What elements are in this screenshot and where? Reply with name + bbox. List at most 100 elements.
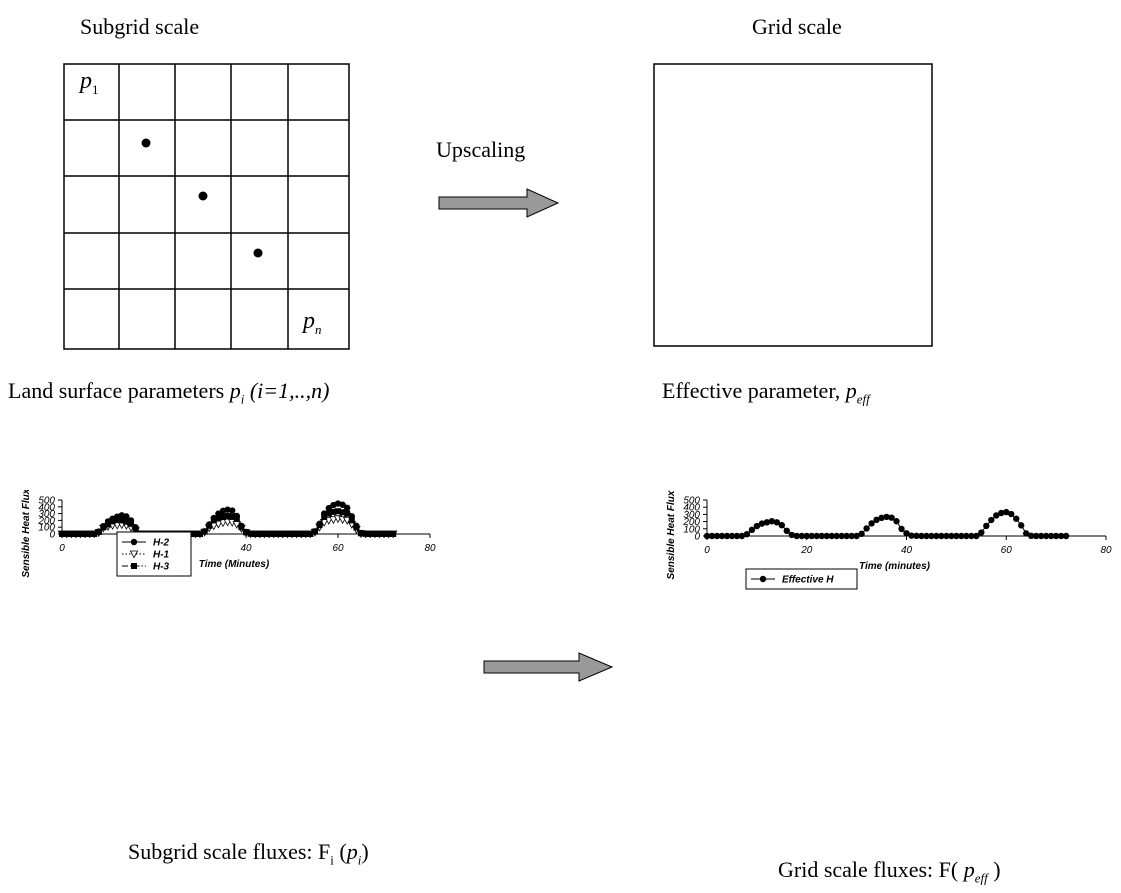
data-point [1027,532,1035,540]
data-point [114,517,121,524]
data-point [1057,532,1065,540]
data-point [1037,532,1045,540]
y-tick-label: 0 [694,532,700,543]
data-point [998,509,1005,517]
data-point [888,514,895,521]
land-caption-idx: (i=1,..,n) [244,378,330,403]
data-point [803,532,810,540]
legend-label: H-3 [153,562,170,573]
data-point [279,531,286,537]
data-point [371,531,378,537]
data-point [229,513,236,520]
data-point [993,512,1000,519]
data-point [773,519,781,526]
upscaling-label: Upscaling [436,137,526,162]
data-point [853,532,860,540]
grid-fluxes-caption: Grid scale fluxes: F( peff ) [778,857,1001,886]
data-point [718,532,726,540]
data-point [206,522,213,529]
p1-sub: 1 [92,81,99,97]
data-point [813,532,820,540]
p1-label: p1 [80,68,99,98]
data-point [329,516,338,525]
x-tick-label: 60 [332,543,344,554]
data-point [873,516,880,523]
data-point [958,532,965,540]
data-point [63,531,70,537]
data-point [86,531,93,537]
data-point [220,514,226,520]
data-point [968,532,975,540]
legend: H-2H-1H-3 [116,531,192,577]
data-point [713,532,721,540]
data-point [270,531,277,537]
data-point [818,532,825,540]
x-tick-label: 0 [704,545,710,556]
data-point [210,517,217,524]
data-point [192,531,199,537]
subgrid-caption-var: p [346,839,358,864]
data-point [868,520,875,527]
data-point [118,517,125,524]
data-point [353,524,360,531]
data-point [381,531,387,537]
data-point [743,531,751,538]
data-point [362,530,369,537]
x-tick-label: 80 [1100,545,1112,556]
p1-base: p [80,68,92,94]
data-point [748,526,756,534]
legend-label: H-2 [153,538,170,549]
data-point [95,528,102,535]
data-point [983,522,990,530]
data-point [788,531,795,539]
x-tick-label: 20 [800,545,813,556]
land-caption-var: p [229,378,241,403]
data-point [783,527,790,535]
y-tick-label: 100 [683,524,700,535]
data-point [307,531,314,537]
data-point [1052,532,1060,540]
data-point [838,532,845,540]
x-axis-label: Time (minutes) [859,561,931,572]
grid-caption-close: ) [987,857,1001,882]
data-point [68,531,75,537]
data-point [843,532,850,540]
grid-scale-box [653,63,933,347]
data-point [1042,532,1050,540]
data-point [243,529,249,536]
data-point [883,513,890,521]
data-point [293,531,300,537]
data-point [130,538,138,546]
data-point [828,532,835,540]
effective-parameter-caption: Effective parameter, peff [662,378,870,407]
data-point [823,532,830,540]
data-point [325,510,332,517]
data-point [385,531,392,537]
data-point [963,532,970,540]
data-point [252,531,259,537]
pn-base: p [303,308,315,334]
data-point [100,524,107,531]
data-point [302,531,309,537]
data-point [759,575,767,583]
data-point [109,518,116,525]
subgrid-border [63,63,350,350]
y-tick-label: 0 [49,530,55,541]
data-point [233,515,240,522]
grid-scale-title: Grid scale [752,14,842,39]
subgrid-scale-title: Subgrid scale [80,14,200,39]
data-point [123,518,130,525]
data-point [59,531,65,537]
y-tick-label: 400 [38,502,55,513]
subgrid-dot [141,138,151,148]
data-point [321,514,328,520]
y-tick-label: 200 [682,517,700,528]
data-point [708,532,716,540]
data-point [833,532,840,540]
data-point [973,532,980,540]
data-point [728,532,736,540]
pn-label: pn [303,308,322,338]
data-point [339,501,346,508]
